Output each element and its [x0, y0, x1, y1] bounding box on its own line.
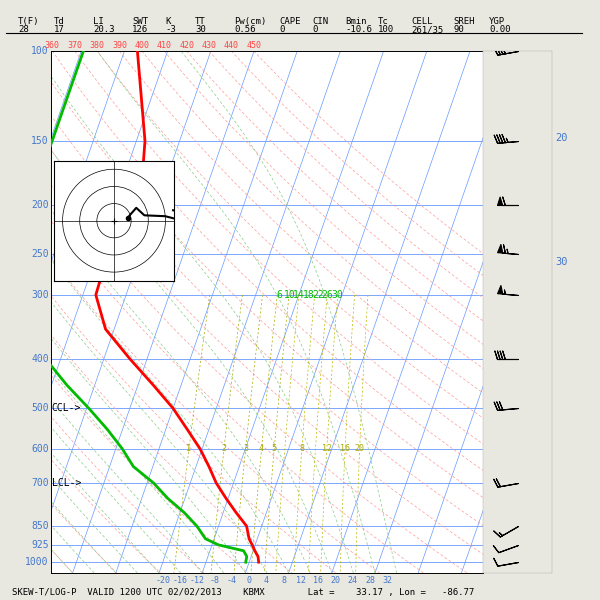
Text: 2: 2	[221, 444, 226, 453]
Text: 10: 10	[283, 290, 295, 300]
Text: 4: 4	[259, 444, 264, 453]
Text: 0: 0	[312, 25, 317, 34]
Text: CELL: CELL	[411, 17, 433, 26]
Text: 16: 16	[340, 444, 350, 453]
Text: 370: 370	[67, 41, 82, 50]
Text: 12: 12	[296, 575, 306, 584]
Text: 440: 440	[224, 41, 239, 50]
Text: 126: 126	[132, 25, 148, 34]
Text: 90: 90	[453, 25, 464, 34]
Text: 4: 4	[264, 575, 269, 584]
Text: 925: 925	[31, 540, 49, 550]
Text: 22: 22	[312, 290, 324, 300]
Text: Td: Td	[54, 17, 65, 26]
Text: 150: 150	[31, 136, 49, 146]
Text: 1000: 1000	[25, 557, 49, 567]
Text: 16: 16	[313, 575, 323, 584]
Text: 14: 14	[293, 290, 305, 300]
Text: CCL->: CCL->	[52, 403, 81, 413]
Text: -12: -12	[190, 575, 205, 584]
Text: 20: 20	[331, 575, 341, 584]
Text: T(F): T(F)	[18, 17, 40, 26]
Text: 400: 400	[31, 354, 49, 364]
Text: 20: 20	[485, 133, 497, 143]
Text: 30: 30	[331, 290, 343, 300]
Text: 5: 5	[272, 444, 277, 453]
Text: 200: 200	[31, 200, 49, 210]
Text: LI: LI	[93, 17, 104, 26]
Text: 8: 8	[299, 444, 304, 453]
Text: Pw(cm): Pw(cm)	[234, 17, 266, 26]
Text: -10.6: -10.6	[345, 25, 372, 34]
Text: 1: 1	[187, 444, 191, 453]
Text: 28: 28	[18, 25, 29, 34]
Text: YGP: YGP	[489, 17, 505, 26]
Text: Tc: Tc	[378, 17, 389, 26]
Text: 450: 450	[246, 41, 261, 50]
Text: 600: 600	[31, 444, 49, 454]
Text: 850: 850	[31, 521, 49, 531]
Text: 0: 0	[279, 25, 284, 34]
Text: 250: 250	[31, 250, 49, 259]
Text: -16: -16	[173, 575, 188, 584]
Text: 410: 410	[157, 41, 172, 50]
Text: 26: 26	[322, 290, 334, 300]
Text: 400: 400	[134, 41, 149, 50]
Text: 500: 500	[31, 403, 49, 413]
Text: -20: -20	[155, 575, 170, 584]
Text: CAPE: CAPE	[279, 17, 301, 26]
Text: 390: 390	[112, 41, 127, 50]
Text: 18: 18	[302, 290, 314, 300]
Text: 28: 28	[365, 575, 375, 584]
Text: 0.56: 0.56	[234, 25, 256, 34]
Text: 100: 100	[31, 46, 49, 56]
Text: 20: 20	[556, 133, 568, 143]
Text: -3: -3	[165, 25, 176, 34]
Text: 12: 12	[322, 444, 332, 453]
Text: CIN: CIN	[312, 17, 328, 26]
Text: 24: 24	[348, 575, 358, 584]
Text: 6: 6	[277, 290, 283, 300]
Text: 20: 20	[355, 444, 365, 453]
Text: 700: 700	[31, 478, 49, 488]
Text: 3: 3	[243, 444, 248, 453]
Text: Bmin: Bmin	[345, 17, 367, 26]
Text: 17: 17	[54, 25, 65, 34]
Text: SKEW-T/LOG-P  VALID 1200 UTC 02/02/2013    KBMX        Lat =    33.17 , Lon =   : SKEW-T/LOG-P VALID 1200 UTC 02/02/2013 K…	[12, 588, 474, 597]
Text: 0.00: 0.00	[489, 25, 511, 34]
Text: -4: -4	[227, 575, 237, 584]
Text: 100: 100	[378, 25, 394, 34]
Text: 360: 360	[45, 41, 60, 50]
Text: 8: 8	[281, 575, 286, 584]
Text: 261/35: 261/35	[411, 25, 443, 34]
Text: SREH: SREH	[453, 17, 475, 26]
Text: 300: 300	[31, 290, 49, 300]
Text: 380: 380	[89, 41, 104, 50]
Text: SWT: SWT	[132, 17, 148, 26]
Text: 420: 420	[179, 41, 194, 50]
Text: 20.3: 20.3	[93, 25, 115, 34]
Text: 30: 30	[556, 257, 568, 267]
Text: 0: 0	[247, 575, 251, 584]
Text: -8: -8	[209, 575, 220, 584]
Text: 430: 430	[202, 41, 217, 50]
Text: 30: 30	[195, 25, 206, 34]
Text: K: K	[165, 17, 170, 26]
Text: LCL->: LCL->	[52, 478, 81, 488]
Text: 32: 32	[382, 575, 392, 584]
Text: TT: TT	[195, 17, 206, 26]
Text: 30: 30	[485, 257, 497, 267]
